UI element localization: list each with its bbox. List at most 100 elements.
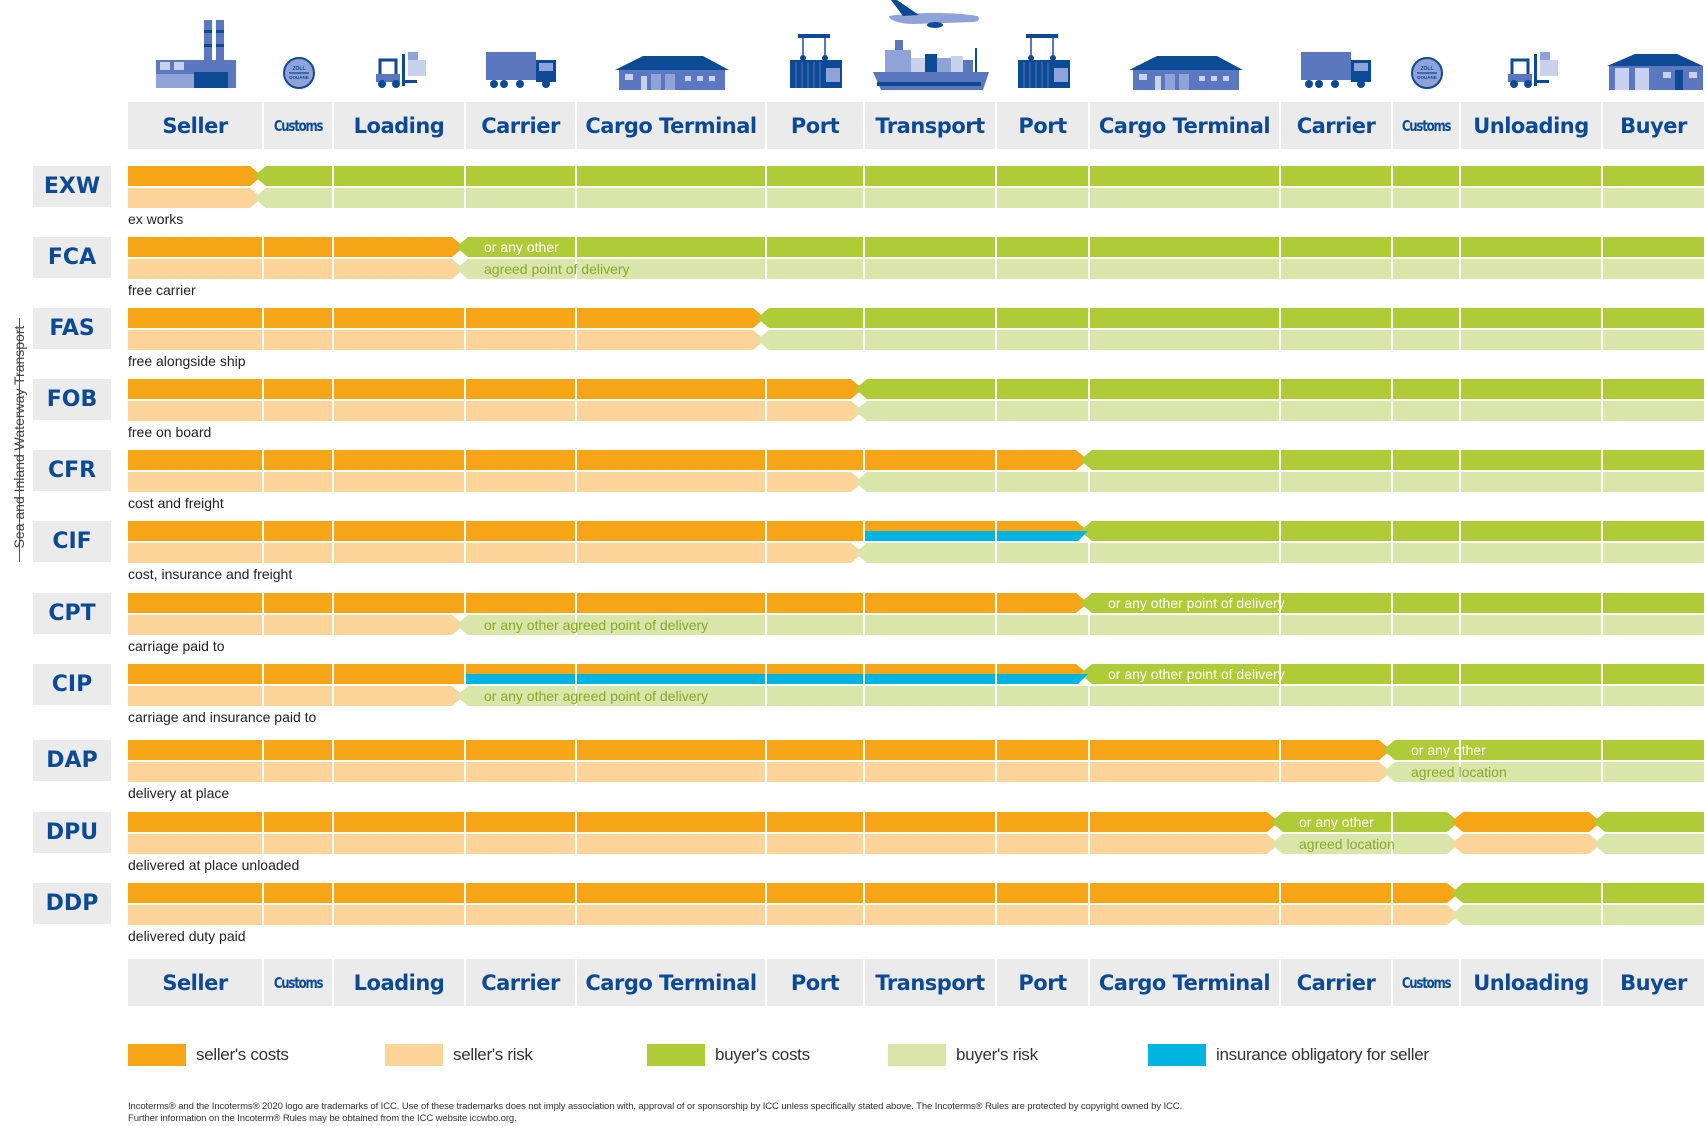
ddp-buyer-costs-bar [1451, 883, 1601, 903]
cif-seller-costs-bar [264, 521, 332, 541]
cfr-buyer-costs-bar [1281, 450, 1391, 470]
ddp-seller-costs-bar [334, 883, 464, 903]
column-label: Carrier [1296, 970, 1376, 995]
cfr-buyer-risk-bar [997, 472, 1088, 492]
buyer-house-icon [1603, 10, 1706, 90]
forklift-icon [1461, 10, 1603, 90]
fas-buyer-costs-bar [1393, 308, 1459, 328]
ship-and-plane-icon [865, 0, 997, 92]
dap-seller-risk-bar [334, 762, 464, 782]
dpu-seller-costs-bar [577, 812, 765, 832]
cip-seller-costs-bar [334, 664, 464, 684]
cfr-buyer-risk-bar [1393, 472, 1459, 492]
fob-buyer-risk-bar [997, 401, 1088, 421]
cif-buyer-costs-bar [1080, 521, 1279, 541]
fca-buyer-costs-bar [997, 237, 1088, 257]
dap-seller-risk-bar [1281, 762, 1391, 782]
term-name-fca: free carrier [128, 282, 196, 298]
exw-buyer-risk-bar [1461, 188, 1601, 208]
cif-buyer-costs-bar [1281, 521, 1391, 541]
column-label: Cargo Terminal [585, 113, 757, 138]
fca-buyer-risk-bar [767, 259, 863, 279]
fca-seller-risk-bar [334, 259, 464, 279]
dap-seller-costs-bar [1281, 740, 1391, 760]
exw-buyer-risk-bar [577, 188, 765, 208]
cpt-seller-risk-bar [264, 615, 332, 635]
fob-seller-risk-bar [577, 401, 765, 421]
cip-buyer-costs-bar [1461, 664, 1601, 684]
fca-buyer-costs-bar [1281, 237, 1391, 257]
fob-buyer-risk-bar [1393, 401, 1459, 421]
footer-trademark-notice: Incoterms® and the Incoterms® 2020 logo … [128, 1101, 1183, 1112]
ddp-seller-costs-bar [1090, 883, 1279, 903]
cfr-buyer-costs-bar [1461, 450, 1601, 470]
cif-seller-risk-bar [767, 543, 863, 563]
cif-seller-risk-bar [264, 543, 332, 563]
fob-seller-risk-bar [264, 401, 332, 421]
cpt-buyer-costs-bar [1461, 593, 1601, 613]
fca-buyer-risk-bar [1603, 259, 1704, 279]
header-bottom-col-seller: Seller [128, 959, 262, 1006]
term-code-dap: DAP [33, 740, 111, 781]
term-code-cfr: CFR [33, 450, 111, 491]
ddp-buyer-risk-bar [1451, 905, 1601, 925]
cpt-costs-note: or any other point of delivery [1108, 595, 1285, 611]
fas-seller-costs-bar [264, 308, 332, 328]
fca-buyer-risk-bar [1393, 259, 1459, 279]
term-name-cfr: cost and freight [128, 495, 224, 511]
cif-seller-costs-bar [128, 521, 262, 541]
cfr-buyer-risk-bar [1603, 472, 1704, 492]
fca-buyer-costs-bar [767, 237, 863, 257]
fca-buyer-costs-bar [865, 237, 995, 257]
cip-buyer-risk-bar [1461, 686, 1601, 706]
cip-insurance-bar [997, 674, 1088, 684]
ddp-seller-costs-bar [865, 883, 995, 903]
column-label: Customs [1401, 116, 1452, 135]
header-top-col-cargo-terminal: Cargo Terminal [577, 102, 765, 149]
dap-seller-risk-bar [865, 762, 995, 782]
dap-seller-costs-bar [865, 740, 995, 760]
cpt-seller-costs-bar [334, 593, 464, 613]
cpt-buyer-risk-bar [865, 615, 995, 635]
fca-seller-risk-bar [264, 259, 332, 279]
fca-buyer-risk-bar [865, 259, 995, 279]
ddp-seller-risk-bar [128, 905, 262, 925]
dap-seller-costs-bar [1090, 740, 1279, 760]
svg-text:DOUANE: DOUANE [289, 75, 309, 80]
cfr-seller-costs-bar [767, 450, 863, 470]
fob-seller-risk-bar [767, 401, 863, 421]
dap-buyer-costs-bar [1461, 740, 1601, 760]
fob-seller-costs-bar [128, 379, 262, 399]
fob-buyer-risk-bar [1281, 401, 1391, 421]
column-label: Cargo Terminal [1098, 970, 1271, 995]
port-crane-icon [997, 10, 1090, 90]
dap-risk-note: agreed location [1411, 764, 1507, 780]
fas-seller-costs-bar [128, 308, 262, 328]
cpt-seller-costs-bar [577, 593, 765, 613]
term-code-cpt: CPT [33, 593, 111, 634]
column-label: Loading [353, 970, 445, 995]
dap-seller-risk-bar [767, 762, 863, 782]
dap-seller-risk-bar [577, 762, 765, 782]
exw-buyer-risk-bar [254, 188, 332, 208]
term-code-cif: CIF [33, 521, 111, 562]
ddp-seller-costs-bar [1393, 883, 1459, 903]
legend-label-insurance: insurance obligatory for seller [1216, 1045, 1429, 1064]
term-code-fas: FAS [33, 308, 111, 349]
ddp-seller-costs-bar [264, 883, 332, 903]
exw-buyer-risk-bar [1603, 188, 1704, 208]
cip-buyer-costs-bar [1281, 664, 1391, 684]
header-bottom-col-buyer: Buyer [1603, 959, 1704, 1006]
header-bottom-col-cargo-terminal: Cargo Terminal [577, 959, 765, 1006]
cpt-buyer-risk-bar [1090, 615, 1279, 635]
cfr-seller-costs-bar [865, 450, 995, 470]
column-label: Unloading [1473, 970, 1589, 995]
fas-seller-risk-bar [466, 330, 575, 350]
fca-buyer-risk-bar [997, 259, 1088, 279]
legend-swatch-insurance [1148, 1044, 1206, 1066]
dap-seller-costs-bar [997, 740, 1088, 760]
dap-costs-note: or any other [1411, 742, 1486, 758]
fas-seller-risk-bar [128, 330, 262, 350]
fob-seller-risk-bar [128, 401, 262, 421]
fca-buyer-risk-bar [577, 259, 765, 279]
